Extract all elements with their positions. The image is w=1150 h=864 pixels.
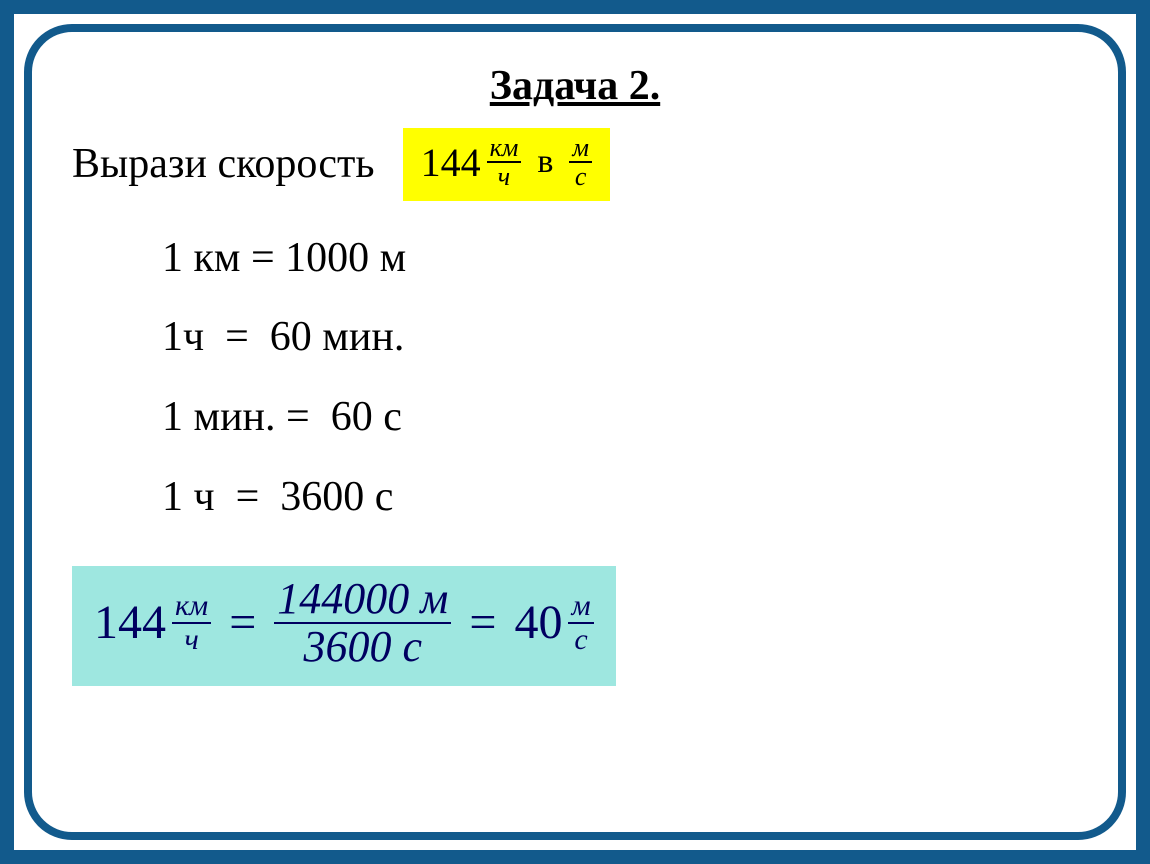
lhs-value: 144 xyxy=(94,595,166,650)
conversion-line: 1 ч = 3600 с xyxy=(162,458,1078,538)
from-quantity: 144 км ч xyxy=(421,134,522,191)
from-unit-denominator: ч xyxy=(495,163,513,190)
lhs-unit-denominator: ч xyxy=(181,624,201,656)
from-unit-numerator: км xyxy=(487,134,522,161)
conversion-line: 1ч = 60 мин. xyxy=(162,298,1078,378)
from-unit-fraction: км ч xyxy=(487,134,522,191)
conversion-line: 1 мин. = 60 с xyxy=(162,378,1078,458)
lhs: 144 км ч xyxy=(94,590,211,655)
rhs: 40 м с xyxy=(514,590,593,655)
conversion-list: 1 км = 1000 м 1ч = 60 мин. 1 мин. = 60 с… xyxy=(162,219,1078,538)
rhs-value: 40 xyxy=(514,595,562,650)
to-unit-numerator: м xyxy=(569,134,592,161)
conversion-line: 1 км = 1000 м xyxy=(162,219,1078,299)
equals-sign: = xyxy=(469,595,496,650)
rhs-unit-fraction: м с xyxy=(568,590,593,655)
prompt-text: Вырази скорость xyxy=(72,140,375,188)
equals-sign: = xyxy=(229,595,256,650)
rhs-unit-numerator: м xyxy=(568,590,593,622)
mid-numerator: 144000 м xyxy=(274,576,451,622)
mid-fraction: 144000 м 3600 с xyxy=(274,576,451,670)
from-value: 144 xyxy=(421,139,481,186)
outer-frame: Задача 2. Вырази скорость 144 км ч в xyxy=(0,0,1150,864)
mid-denominator: 3600 с xyxy=(301,624,426,670)
problem-title: Задача 2. xyxy=(72,62,1078,110)
inner-frame: Задача 2. Вырази скорость 144 км ч в xyxy=(24,24,1126,840)
to-unit-denominator: с xyxy=(572,163,590,190)
lhs-unit-numerator: км xyxy=(172,590,211,622)
solution-highlight: 144 км ч = 144000 м 3600 с = 40 xyxy=(72,566,616,686)
lhs-unit-fraction: км ч xyxy=(172,590,211,655)
connector-text: в xyxy=(537,143,553,181)
to-unit-fraction: м с xyxy=(569,134,592,191)
prompt-row: Вырази скорость 144 км ч в м xyxy=(72,128,1078,201)
unit-conversion-highlight: 144 км ч в м с xyxy=(403,128,610,201)
frame-gap: Задача 2. Вырази скорость 144 км ч в xyxy=(14,14,1136,850)
rhs-unit-denominator: с xyxy=(571,624,590,656)
